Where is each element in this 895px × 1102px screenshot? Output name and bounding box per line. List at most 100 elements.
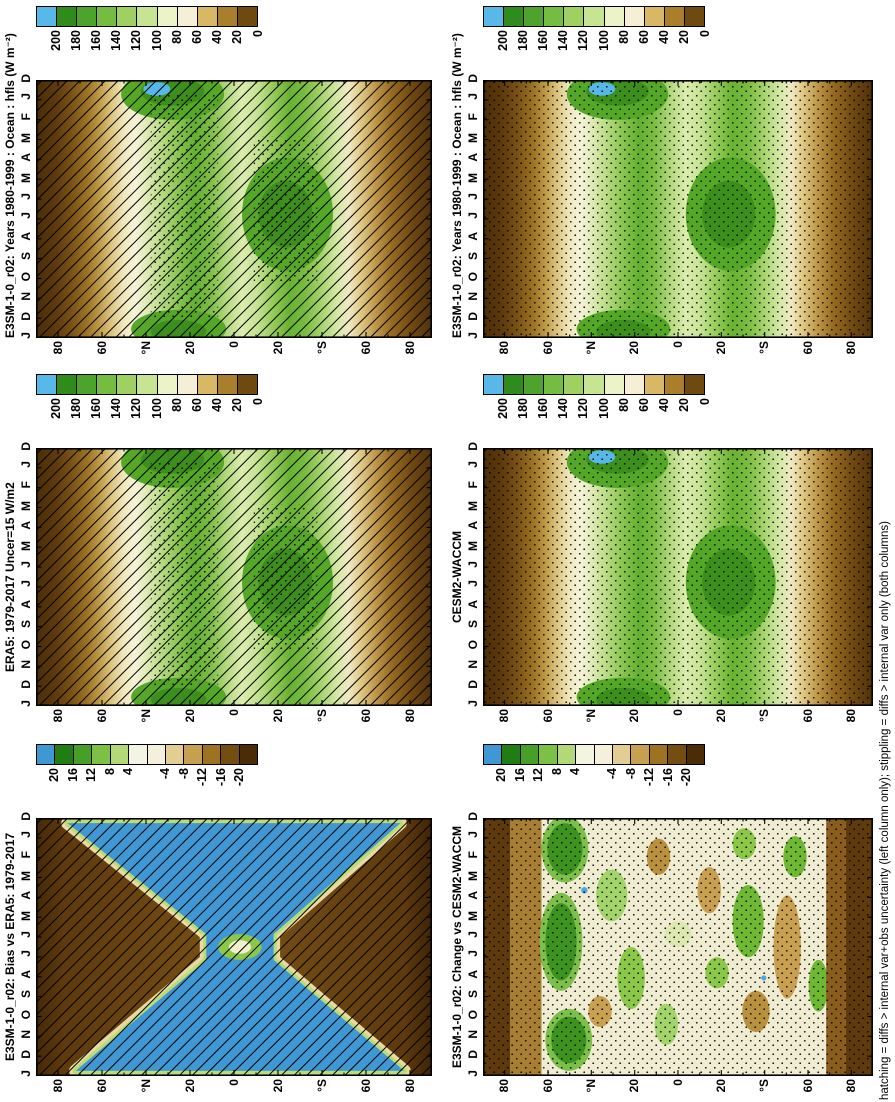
colorbar-tick-label: 12 (531, 768, 545, 782)
latitude-axis-label: 20 (713, 709, 728, 723)
latitude-axis-label: 60 (800, 341, 815, 355)
colorbar-tick-label: 12 (84, 768, 98, 782)
colorbar-tick-label: -8 (176, 768, 191, 780)
month-axis-label: A (466, 970, 480, 979)
month-axis-label: M (19, 910, 33, 921)
panel-title: E3SM-1-0_r02: Bias vs ERA5: 1979-2017 (3, 832, 17, 1062)
colorbar-tick-label: 20 (677, 30, 692, 44)
colorbar-tick-label: 60 (636, 30, 651, 44)
colorbar-cell (584, 7, 605, 26)
colorbar-cell (77, 7, 98, 26)
colorbar-cell (576, 745, 595, 764)
month-axis-label: A (19, 890, 33, 900)
panel-group-e3sm-clim-vs-cesm2: E3SM-1-0_r02: Years 1980-1999 : Ocean : … (447, 6, 894, 372)
month-axis-label: J (19, 699, 33, 707)
month-axis-label: A (466, 232, 480, 241)
panel-group-e3sm-clim-vs-era5: E3SM-1-0_r02: Years 1980-1999 : Ocean : … (0, 6, 447, 372)
colorbar-cell (524, 375, 545, 394)
colorbar-cell (217, 375, 238, 394)
colorbar-cell (177, 7, 198, 26)
month-axis-label: J (19, 950, 33, 958)
contour-plot (483, 448, 873, 706)
latitude-axis-label: 20 (182, 1079, 197, 1093)
colorbar-cell (504, 375, 525, 394)
hatch-overlay (36, 818, 432, 1076)
panel-group-change-vs-cesm2: E3SM-1-0_r02: Change vs CESM2-WACCM 20 16 1… (447, 744, 894, 1102)
colorbar-cell (73, 745, 93, 764)
colorbar-cell (202, 745, 222, 764)
colorbar-cell (524, 7, 545, 26)
colorbar-tick-label: 120 (129, 30, 144, 51)
colorbar-cell (520, 745, 540, 764)
month-axis-label: A (466, 600, 480, 609)
colorbar-tick-label: -16 (660, 768, 675, 787)
stipple-overlay (483, 818, 873, 1076)
latitude-axis-label: °S (314, 1079, 329, 1092)
latitude-axis-label: °S (757, 709, 772, 722)
month-axis-label: O (19, 271, 33, 282)
colorbar-tick-label: -4 (158, 768, 172, 780)
contour-panel-change-vs-cesm2 (483, 818, 873, 1076)
colorbar-tick-label: 140 (556, 30, 571, 51)
colorbar-cell (97, 375, 118, 394)
month-axis-label: J (19, 93, 33, 101)
contour-plot (36, 80, 432, 338)
latitude-axis-label: 20 (713, 1079, 728, 1093)
latitude-axis-label: 80 (843, 341, 858, 355)
month-axis-label: A (19, 232, 33, 241)
colorbar-cell (624, 7, 645, 26)
colorbar-tick-label: 4 (121, 768, 135, 775)
latitude-axis-label: 60 (94, 1079, 109, 1093)
month-axis-label: J (19, 560, 33, 568)
colorbar-cell (97, 7, 118, 26)
month-axis-label: J (466, 93, 480, 101)
colorbar-cell (57, 375, 78, 394)
month-axis-label: O (466, 271, 480, 282)
colorbar-cell (631, 745, 650, 764)
colorbar-cell (686, 745, 705, 764)
latitude-axis-label: 20 (627, 709, 642, 723)
latitude-axis-label: °N (138, 709, 153, 723)
latitude-axis-label: 0 (226, 709, 241, 716)
colorbar-cell (644, 7, 665, 26)
latitude-axis-label: 20 (270, 709, 285, 723)
month-axis-label: A (19, 152, 33, 162)
contour-panel-era5 (36, 448, 432, 706)
colorbar-tick-label: 0 (250, 30, 265, 37)
colorbar-tick-label: 80 (616, 30, 631, 44)
month-axis-label: M (466, 501, 480, 512)
colorbar-cell (117, 7, 138, 26)
colorbar-cell (197, 7, 218, 26)
colorbar-tick-label: 80 (616, 398, 631, 412)
month-axis-label: M (466, 172, 480, 183)
panel-group-era5: ERA5: 1979-2017 Uncer=15 W/m2 200 180 160 14… (0, 374, 447, 740)
month-axis-label: A (19, 970, 33, 979)
month-axis-label: D (466, 811, 480, 821)
colorbar-cell (604, 375, 625, 394)
colorbar-tick-label: 100 (596, 398, 611, 419)
month-axis-label: A (466, 152, 480, 162)
colorbar-cell (584, 375, 605, 394)
latitude-axis-label: 60 (540, 1079, 555, 1093)
colorbar-tick-label: 8 (102, 768, 117, 775)
colorbar-tick-label: 16 (65, 768, 80, 782)
month-axis-label: D (19, 679, 33, 689)
month-axis-label: J (19, 192, 33, 200)
colorbar-tick-label: 120 (576, 30, 591, 51)
latitude-axis-label: 80 (50, 709, 65, 723)
month-axis-label: J (466, 331, 480, 339)
colorbar-tick-label: -12 (195, 768, 209, 787)
colorbar-cell (197, 375, 218, 394)
colorbar-cell (664, 375, 685, 394)
month-axis-label: A (466, 520, 480, 530)
colorbar-tick-label: 100 (149, 398, 164, 419)
panel-title: E3SM-1-0_r02: Change vs CESM2-WACCM (450, 825, 464, 1069)
colorbar-diff (36, 744, 258, 765)
latitude-axis-label: 0 (226, 341, 241, 348)
month-axis-label: J (19, 930, 33, 938)
month-axis-label: J (19, 461, 33, 469)
panel-title: ERA5: 1979-2017 Uncer=15 W/m2 (3, 482, 17, 672)
colorbar-tick-label: 4 (568, 768, 582, 775)
month-axis-label: J (466, 580, 480, 588)
